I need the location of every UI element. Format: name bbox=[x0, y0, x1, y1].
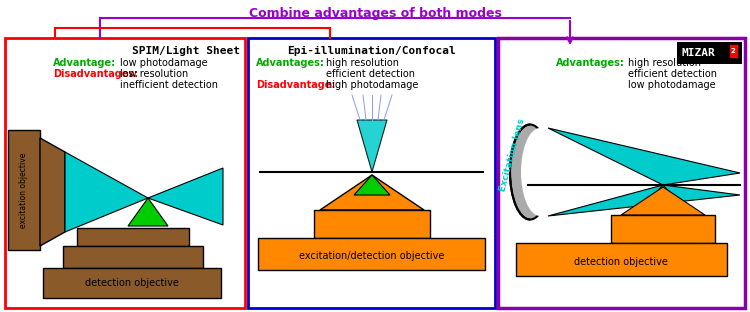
Text: Advantages:: Advantages: bbox=[556, 58, 625, 68]
Text: high photodamage: high photodamage bbox=[326, 80, 419, 90]
FancyBboxPatch shape bbox=[314, 210, 430, 238]
Text: low resolution: low resolution bbox=[120, 69, 188, 79]
Text: Combine advantages of both modes: Combine advantages of both modes bbox=[248, 7, 502, 20]
FancyBboxPatch shape bbox=[248, 38, 495, 308]
Text: high resolution: high resolution bbox=[326, 58, 399, 68]
FancyBboxPatch shape bbox=[516, 243, 727, 276]
Polygon shape bbox=[354, 175, 390, 195]
FancyBboxPatch shape bbox=[63, 246, 203, 268]
FancyBboxPatch shape bbox=[5, 38, 245, 308]
Polygon shape bbox=[320, 175, 424, 210]
FancyBboxPatch shape bbox=[677, 42, 742, 64]
Text: SPIM/Light Sheet: SPIM/Light Sheet bbox=[132, 46, 240, 56]
Text: excitation objective: excitation objective bbox=[20, 152, 28, 228]
Text: Disadvantages:: Disadvantages: bbox=[53, 69, 138, 79]
Text: MIZAR: MIZAR bbox=[681, 48, 715, 58]
Text: efficient detection: efficient detection bbox=[628, 69, 717, 79]
Text: Advantages:: Advantages: bbox=[256, 58, 325, 68]
FancyBboxPatch shape bbox=[77, 228, 189, 246]
Ellipse shape bbox=[521, 128, 559, 216]
Polygon shape bbox=[40, 138, 65, 246]
FancyBboxPatch shape bbox=[8, 130, 40, 250]
FancyBboxPatch shape bbox=[729, 44, 738, 58]
Text: high resolution: high resolution bbox=[628, 58, 701, 68]
Polygon shape bbox=[649, 185, 677, 200]
FancyBboxPatch shape bbox=[498, 38, 745, 308]
Polygon shape bbox=[357, 120, 387, 172]
Polygon shape bbox=[548, 128, 740, 185]
FancyBboxPatch shape bbox=[611, 215, 715, 243]
Text: 2: 2 bbox=[730, 48, 735, 54]
Text: excitation/detection objective: excitation/detection objective bbox=[299, 251, 445, 261]
Polygon shape bbox=[148, 168, 223, 225]
Text: Epi-illumination/Confocal: Epi-illumination/Confocal bbox=[286, 46, 455, 56]
Ellipse shape bbox=[510, 124, 550, 220]
FancyBboxPatch shape bbox=[258, 238, 485, 270]
Text: low photodamage: low photodamage bbox=[120, 58, 208, 68]
Text: low photodamage: low photodamage bbox=[628, 80, 716, 90]
Text: inefficient detection: inefficient detection bbox=[120, 80, 218, 90]
Text: Advantage:: Advantage: bbox=[53, 58, 116, 68]
Text: Excitation lens: Excitation lens bbox=[498, 118, 526, 193]
Text: efficient detection: efficient detection bbox=[326, 69, 415, 79]
Text: Disadvantage:: Disadvantage: bbox=[256, 80, 335, 90]
Polygon shape bbox=[65, 152, 148, 232]
FancyBboxPatch shape bbox=[43, 268, 221, 298]
Text: detection objective: detection objective bbox=[574, 257, 668, 267]
Polygon shape bbox=[548, 185, 740, 216]
Text: detection objective: detection objective bbox=[85, 278, 179, 288]
Polygon shape bbox=[621, 187, 705, 215]
Polygon shape bbox=[128, 198, 168, 226]
